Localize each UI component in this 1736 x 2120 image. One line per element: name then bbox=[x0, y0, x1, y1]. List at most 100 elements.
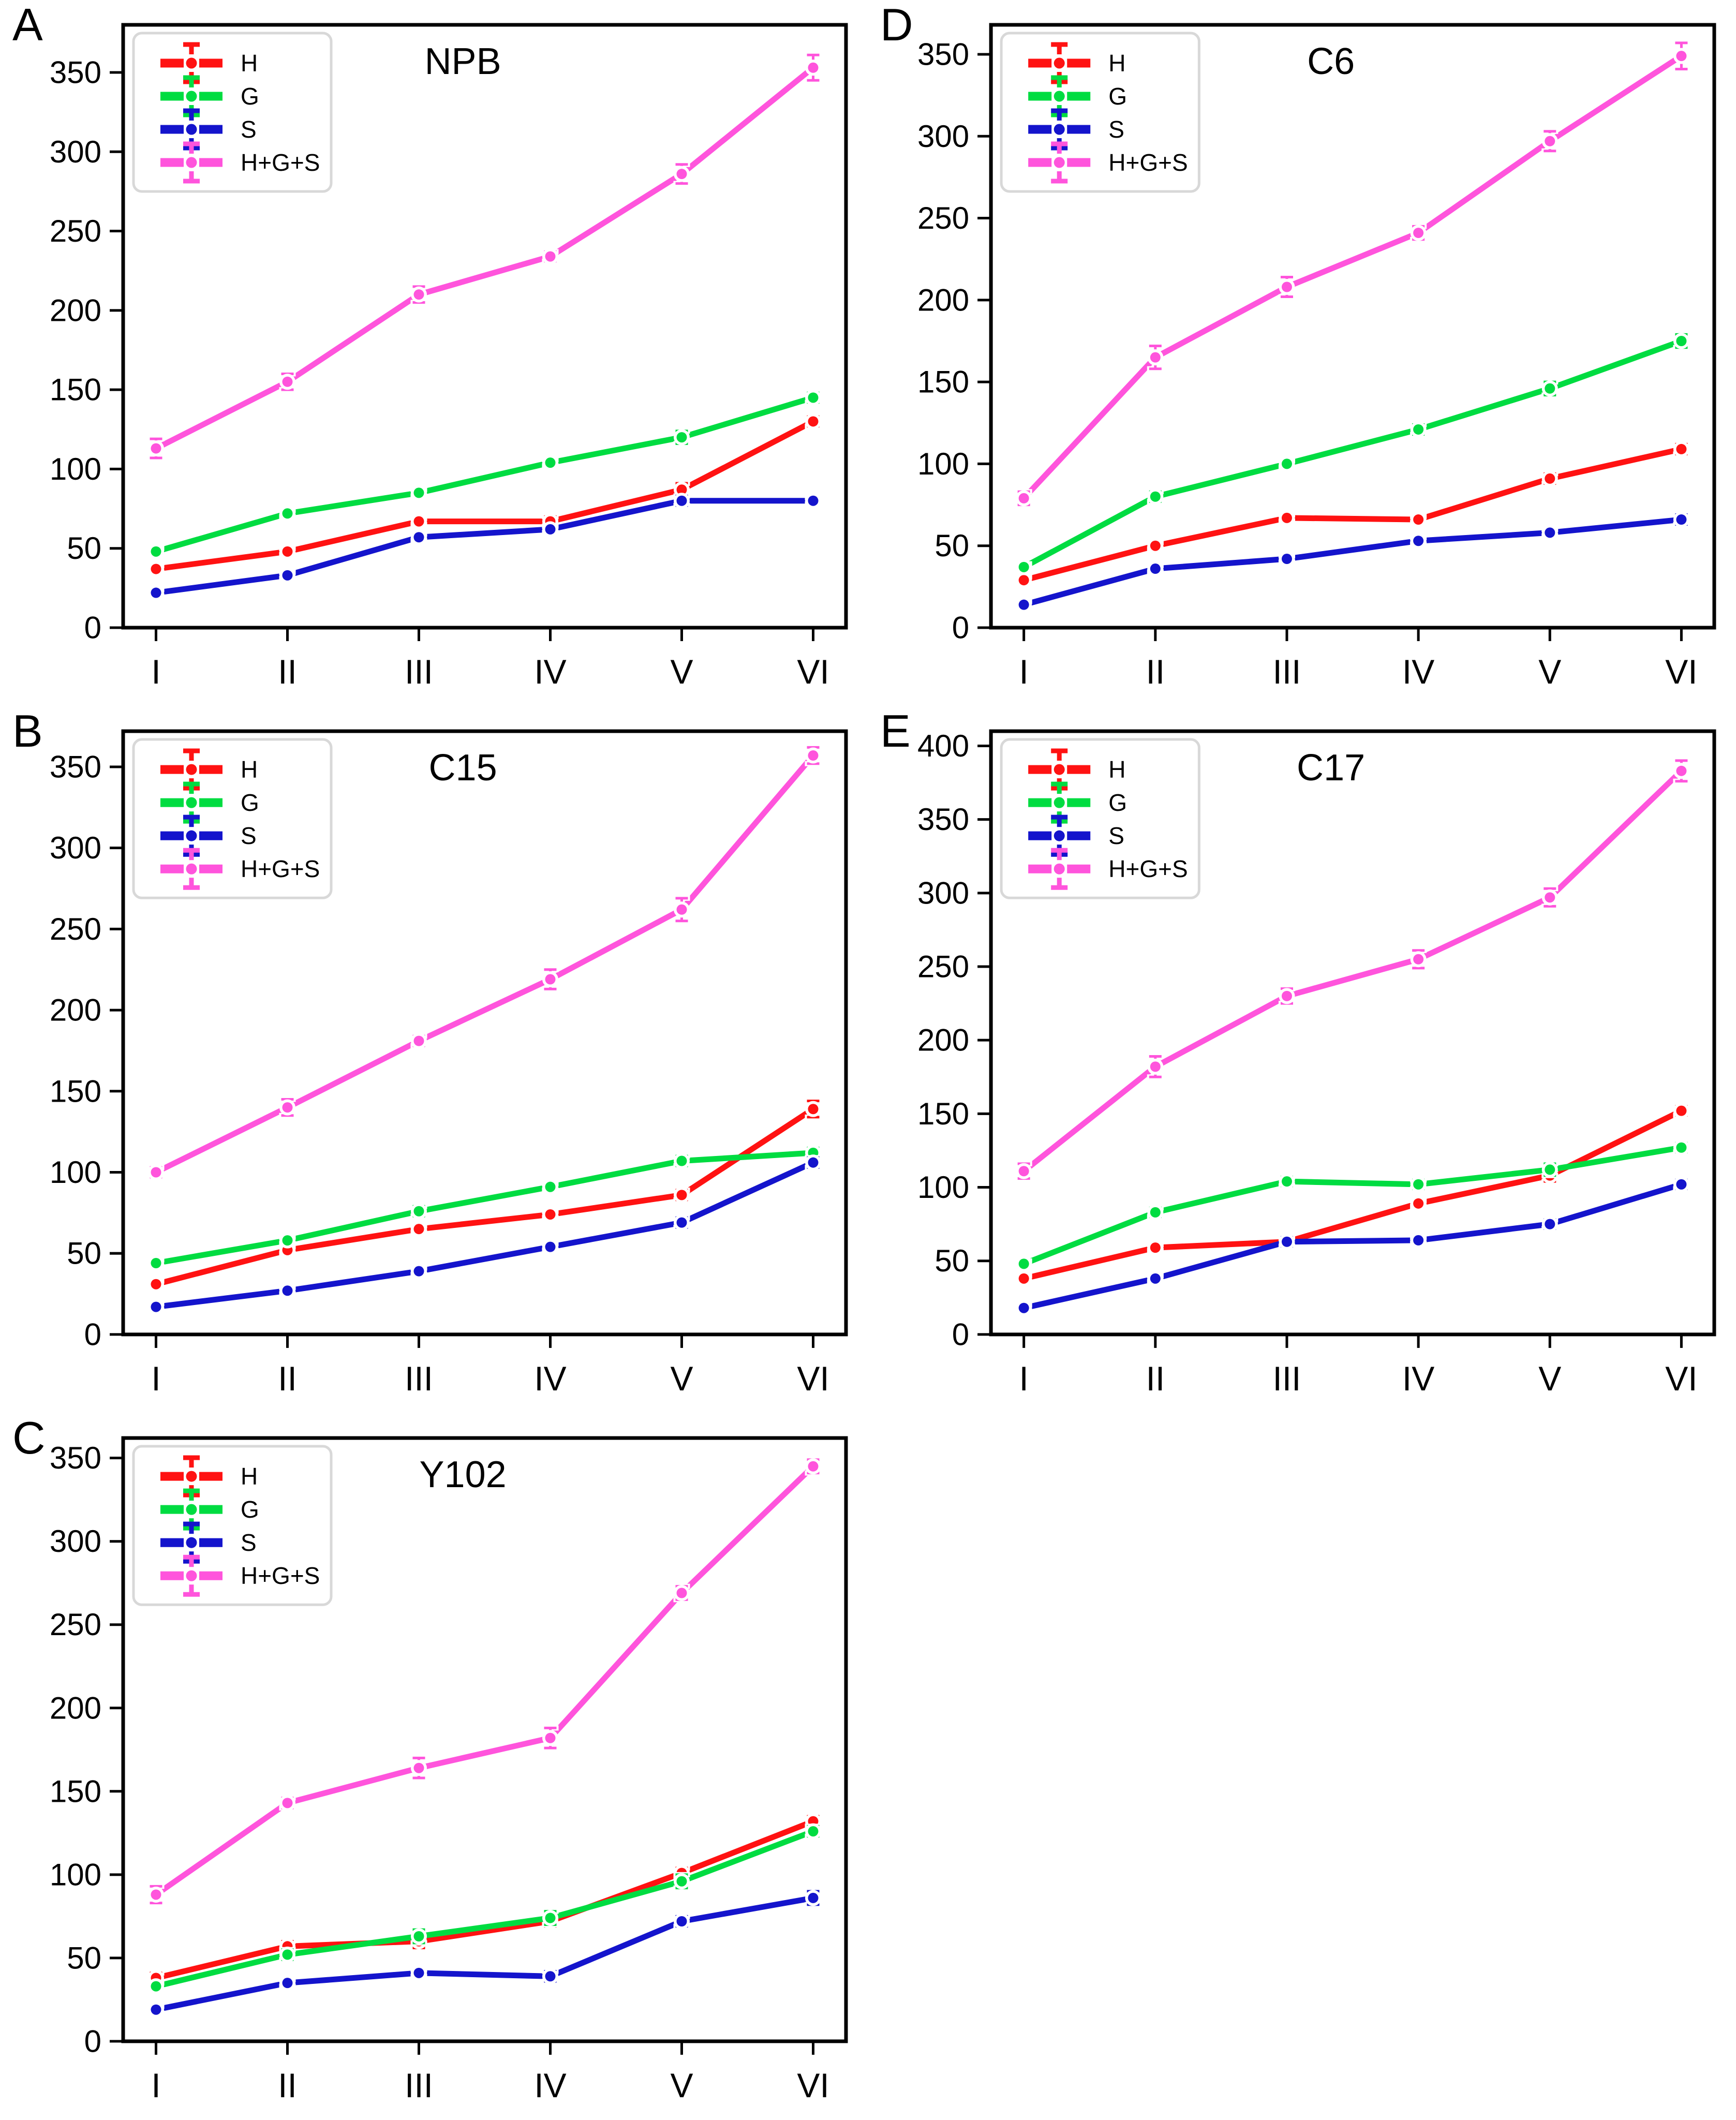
x-tick-label: III bbox=[1272, 1359, 1301, 1398]
series-G-line bbox=[153, 1150, 816, 1266]
y-tick-label: 350 bbox=[50, 1441, 101, 1475]
legend-box bbox=[132, 32, 333, 193]
panel-C: C 0 50 100 150 200 250 300 350 I II III IV V VI H G S H+G… bbox=[0, 1413, 868, 2120]
series-H+G+S-marker bbox=[151, 1167, 161, 1178]
legend-label: S bbox=[241, 822, 257, 849]
legend-label: H+G+S bbox=[1108, 149, 1188, 176]
series-G-line bbox=[153, 1828, 816, 1990]
chart-title: C15 bbox=[429, 747, 497, 789]
series-S-marker bbox=[413, 1266, 424, 1277]
series-G-marker bbox=[1676, 335, 1687, 346]
legend-marker bbox=[186, 57, 197, 69]
legend-label: G bbox=[241, 83, 259, 110]
x-tick-label: II bbox=[1146, 1359, 1165, 1398]
series-H-marker bbox=[1018, 1273, 1029, 1284]
x-tick-label: I bbox=[1019, 1359, 1029, 1398]
series-H+G+S-marker bbox=[1545, 136, 1555, 146]
series-H-line bbox=[153, 418, 816, 572]
series-H+G+S-marker bbox=[413, 1762, 424, 1773]
y-tick-label: 200 bbox=[50, 1691, 101, 1725]
y-tick-label: 150 bbox=[50, 1074, 101, 1108]
series-S-marker bbox=[1281, 1236, 1292, 1247]
series-H+G+S-line bbox=[1021, 53, 1684, 501]
series-G-marker bbox=[1545, 1164, 1555, 1175]
series-H-marker bbox=[151, 564, 161, 574]
legend-label: H+G+S bbox=[241, 855, 320, 882]
series-S-marker bbox=[1676, 1179, 1687, 1190]
series-S-marker bbox=[1545, 1219, 1555, 1229]
panel-A: A 0 50 100 150 200 250 300 350 I II III IV V VI H G S H+G… bbox=[0, 0, 868, 706]
series-S-marker bbox=[151, 587, 161, 598]
legend-marker bbox=[1054, 764, 1065, 775]
legend-marker bbox=[1054, 863, 1065, 874]
x-tick-label: II bbox=[278, 653, 297, 691]
series-H-marker bbox=[808, 1104, 819, 1115]
x-tick-label: IV bbox=[534, 1359, 566, 1398]
series-S-marker bbox=[545, 524, 556, 535]
series-G-marker bbox=[151, 1981, 161, 1992]
axis-frame bbox=[121, 729, 848, 1337]
legend-box bbox=[132, 1445, 333, 1606]
series-G-marker bbox=[1018, 561, 1029, 572]
x-tick-label: V bbox=[670, 1359, 693, 1398]
series-H+G+S-marker bbox=[151, 1889, 161, 1900]
series-H-marker bbox=[545, 1209, 556, 1220]
y-tick-label: 100 bbox=[50, 452, 101, 486]
series-S-line bbox=[153, 1160, 816, 1310]
series-H+G+S-marker bbox=[676, 904, 687, 915]
series-H-marker bbox=[676, 1190, 687, 1200]
y-tick-label: 200 bbox=[917, 283, 969, 317]
series-G-marker bbox=[282, 1235, 293, 1246]
series-H-marker bbox=[413, 516, 424, 527]
series-G-marker bbox=[808, 1826, 819, 1837]
series-G-marker bbox=[1150, 1207, 1161, 1218]
legend-label: G bbox=[241, 1496, 259, 1523]
legend-label: S bbox=[241, 1529, 257, 1556]
series-S-marker bbox=[545, 1241, 556, 1252]
series-G-marker bbox=[1413, 424, 1424, 435]
y-tick-label: 300 bbox=[50, 831, 101, 865]
series-H-marker bbox=[1150, 540, 1161, 551]
series-H+G+S-line bbox=[153, 752, 816, 1175]
series-S-marker bbox=[808, 1157, 819, 1168]
y-tick-label: 0 bbox=[84, 611, 101, 645]
series-S-marker bbox=[808, 1892, 819, 1903]
series-S-line bbox=[153, 498, 816, 596]
series-S-marker bbox=[1545, 527, 1555, 538]
x-tick-label: IV bbox=[1402, 653, 1434, 691]
series-S-line bbox=[1021, 516, 1684, 608]
x-tick-label: I bbox=[151, 2066, 160, 2104]
series-H-marker bbox=[1150, 1242, 1161, 1253]
series-G-marker bbox=[1281, 458, 1292, 469]
y-tick-label: 150 bbox=[917, 1096, 969, 1131]
y-tick-label: 250 bbox=[917, 950, 969, 984]
series-G-line bbox=[1021, 338, 1684, 570]
legend-box bbox=[1000, 738, 1200, 899]
y-tick-label: 100 bbox=[50, 1857, 101, 1892]
series-S-marker bbox=[151, 2004, 161, 2015]
series-H-marker bbox=[1018, 575, 1029, 586]
series-H+G+S-marker bbox=[545, 251, 556, 262]
y-tick-label: 250 bbox=[50, 912, 101, 946]
legend-label: H bbox=[241, 1463, 258, 1490]
series-S-marker bbox=[413, 1967, 424, 1978]
series-H-line bbox=[1021, 446, 1684, 583]
legend-marker bbox=[186, 1537, 197, 1548]
series-S-marker bbox=[676, 1916, 687, 1927]
chart-title: NPB bbox=[425, 41, 501, 82]
series-H+G+S-marker bbox=[1150, 352, 1161, 363]
series-H+G+S-marker bbox=[676, 1588, 687, 1598]
y-tick-label: 50 bbox=[67, 531, 101, 566]
legend-marker bbox=[186, 797, 197, 808]
legend-label: G bbox=[241, 789, 259, 816]
chart-title: C6 bbox=[1307, 41, 1355, 82]
series-H-line bbox=[1021, 1108, 1684, 1282]
x-tick-label: VI bbox=[797, 653, 829, 691]
series-S-marker bbox=[413, 532, 424, 543]
series-H+G+S-marker bbox=[1676, 51, 1687, 62]
series-S-marker bbox=[1413, 536, 1424, 546]
y-tick-label: 0 bbox=[952, 611, 969, 645]
